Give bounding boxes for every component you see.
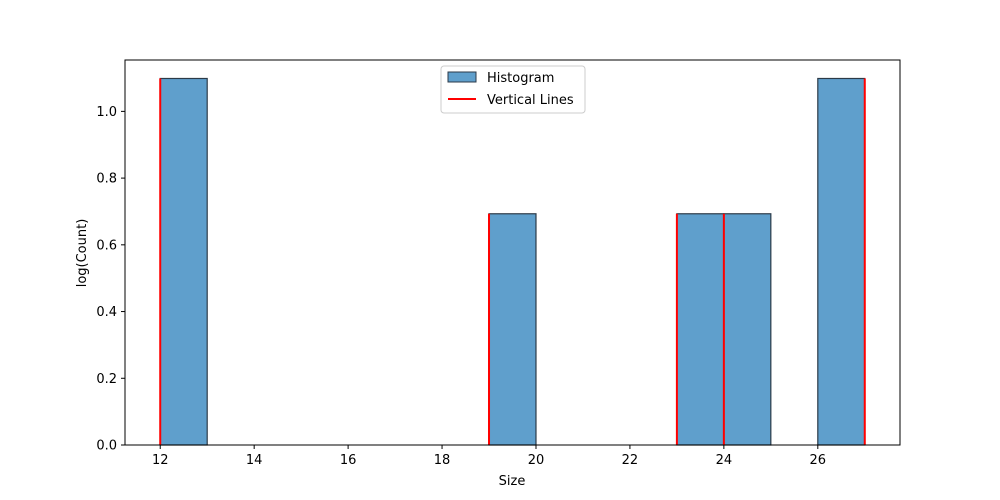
y-tick-label: 0.6 <box>96 238 117 253</box>
x-tick-label: 16 <box>340 453 357 468</box>
y-tick-label: 0.4 <box>96 305 117 320</box>
vlines-layer <box>159 78 866 445</box>
y-axis-label: log(Count) <box>75 219 90 288</box>
legend-box <box>440 65 586 114</box>
x-tick-label: 12 <box>152 453 169 468</box>
histogram-bar <box>488 213 537 446</box>
legend: Histogram Vertical Lines <box>440 65 586 114</box>
histogram-bar <box>159 77 208 446</box>
y-tick-label: 1.0 <box>96 105 117 120</box>
x-tick-label: 20 <box>528 453 545 468</box>
histogram-bar <box>676 213 725 446</box>
histogram-bar <box>723 213 772 446</box>
x-tick-label: 26 <box>810 453 827 468</box>
y-tick-label: 0.0 <box>96 439 117 454</box>
legend-vertical-lines-label: Vertical Lines <box>487 93 574 108</box>
y-tick-label: 0.2 <box>96 372 117 387</box>
legend-histogram-swatch <box>447 71 477 83</box>
x-tick-label: 14 <box>246 453 263 468</box>
bars-layer <box>159 77 866 446</box>
histogram-bar <box>817 77 866 446</box>
x-tick-label: 22 <box>622 453 639 468</box>
plot-area-frame <box>124 59 901 446</box>
y-tick-label: 0.8 <box>96 172 117 187</box>
x-axis-ticks: 12 14 16 18 20 22 24 26 <box>152 445 826 468</box>
x-tick-label: 24 <box>716 453 733 468</box>
y-axis-ticks: 0.0 0.2 0.4 0.6 0.8 1.0 <box>96 105 125 454</box>
x-tick-label: 18 <box>434 453 451 468</box>
legend-histogram-label: Histogram <box>487 71 554 86</box>
x-axis-label: Size <box>499 474 526 489</box>
